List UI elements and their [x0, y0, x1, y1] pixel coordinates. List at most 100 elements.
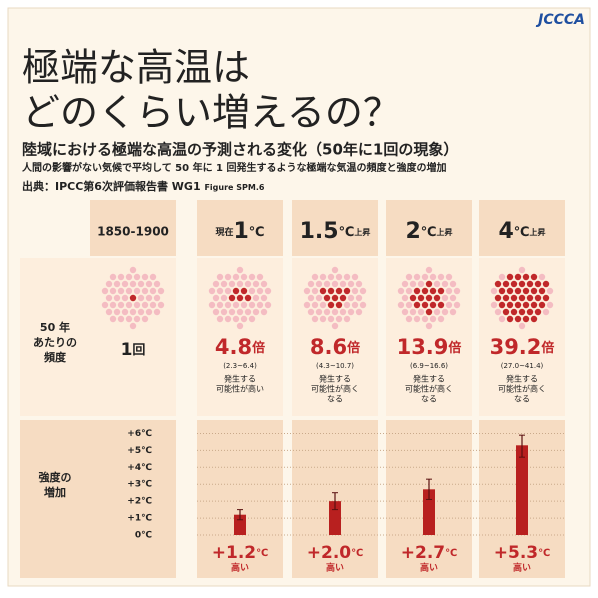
event-dot [526, 280, 534, 288]
empty-dot [137, 294, 145, 302]
event-dot [327, 301, 335, 309]
y-tick-label: +5℃ [127, 446, 152, 456]
likelihood: 発生する [224, 374, 256, 384]
empty-dot [133, 301, 141, 309]
empty-dot [141, 301, 149, 309]
event-dot [437, 287, 445, 295]
event-dot [437, 301, 445, 309]
empty-dot [490, 301, 498, 309]
empty-dot [224, 301, 232, 309]
empty-dot [240, 315, 248, 323]
empty-dot [335, 315, 343, 323]
header-cell [90, 200, 176, 256]
empty-dot [216, 273, 224, 281]
event-dot [506, 315, 514, 323]
event-dot [339, 294, 347, 302]
empty-dot [343, 315, 351, 323]
y-tick-label: 0℃ [135, 531, 152, 541]
empty-dot [453, 287, 461, 295]
empty-dot [397, 287, 405, 295]
empty-dot [224, 273, 232, 281]
empty-dot [339, 308, 347, 316]
empty-dot [244, 308, 252, 316]
frequency-label: 13.9倍 [397, 335, 462, 359]
empty-dot [319, 301, 327, 309]
event-dot [498, 287, 506, 295]
empty-dot [252, 294, 260, 302]
empty-dot [153, 294, 161, 302]
empty-dot [355, 280, 363, 288]
header-suffix: 上昇 [530, 227, 546, 237]
empty-dot [413, 315, 421, 323]
empty-dot [311, 301, 319, 309]
header-suffix: 上昇 [354, 227, 370, 237]
empty-dot [498, 273, 506, 281]
header-level: 2 [405, 219, 420, 244]
empty-dot [319, 315, 327, 323]
empty-dot [109, 315, 117, 323]
frequency-label: 4.8倍 [215, 335, 265, 359]
empty-dot [351, 301, 359, 309]
event-dot [425, 294, 433, 302]
empty-dot [546, 301, 554, 309]
event-dot [526, 308, 534, 316]
empty-dot [449, 280, 457, 288]
empty-dot [425, 322, 433, 330]
event-dot [425, 308, 433, 316]
empty-dot [311, 273, 319, 281]
event-dot [236, 294, 244, 302]
empty-dot [355, 294, 363, 302]
empty-dot [220, 294, 228, 302]
intensity-cell [197, 420, 283, 578]
empty-dot [429, 315, 437, 323]
value-number: +2.7 [401, 543, 445, 563]
empty-dot [232, 315, 240, 323]
empty-dot [125, 287, 133, 295]
empty-dot [117, 315, 125, 323]
likelihood: なる [421, 395, 437, 404]
header-level: 1.5 [300, 219, 339, 244]
empty-dot [236, 280, 244, 288]
empty-dot [409, 308, 417, 316]
logo: JCCCA [535, 12, 585, 28]
empty-dot [228, 280, 236, 288]
likelihood: なる [327, 395, 343, 404]
empty-dot [315, 294, 323, 302]
subtitle: 陸域における極端な高温の予測される変化（50年に1回の現象） [22, 141, 458, 159]
empty-dot [248, 287, 256, 295]
source: 出典：IPCC第6次評価報告書 WG1 Figure SPM.6 [22, 179, 265, 193]
empty-dot [347, 308, 355, 316]
empty-dot [212, 280, 220, 288]
title-line: どのくらい増えるの？ [22, 91, 401, 135]
value-unit: ℃ [538, 548, 550, 559]
event-dot [409, 294, 417, 302]
event-dot [502, 294, 510, 302]
empty-dot [311, 315, 319, 323]
frequency-range: (2.3~6.4) [223, 362, 257, 370]
empty-dot [129, 266, 137, 274]
frequency-range: (6.9~16.6) [410, 362, 448, 370]
empty-dot [401, 280, 409, 288]
empty-dot [355, 308, 363, 316]
empty-dot [236, 322, 244, 330]
column-header: 4℃上昇 [498, 219, 545, 244]
header-unit: ℃ [421, 225, 437, 240]
empty-dot [331, 308, 339, 316]
frequency-unit: 回 [132, 343, 145, 358]
event-dot [542, 280, 550, 288]
event-dot [494, 280, 502, 288]
empty-dot [125, 301, 133, 309]
empty-dot [347, 294, 355, 302]
empty-dot [240, 301, 248, 309]
empty-dot [208, 287, 216, 295]
empty-dot [498, 315, 506, 323]
value-label: +5.3℃ [494, 543, 550, 563]
empty-dot [216, 287, 224, 295]
empty-dot [303, 301, 311, 309]
empty-dot [417, 280, 425, 288]
event-dot [534, 308, 542, 316]
empty-dot [133, 315, 141, 323]
empty-dot [141, 287, 149, 295]
empty-dot [220, 308, 228, 316]
frequency-label: 39.2倍 [490, 335, 555, 359]
